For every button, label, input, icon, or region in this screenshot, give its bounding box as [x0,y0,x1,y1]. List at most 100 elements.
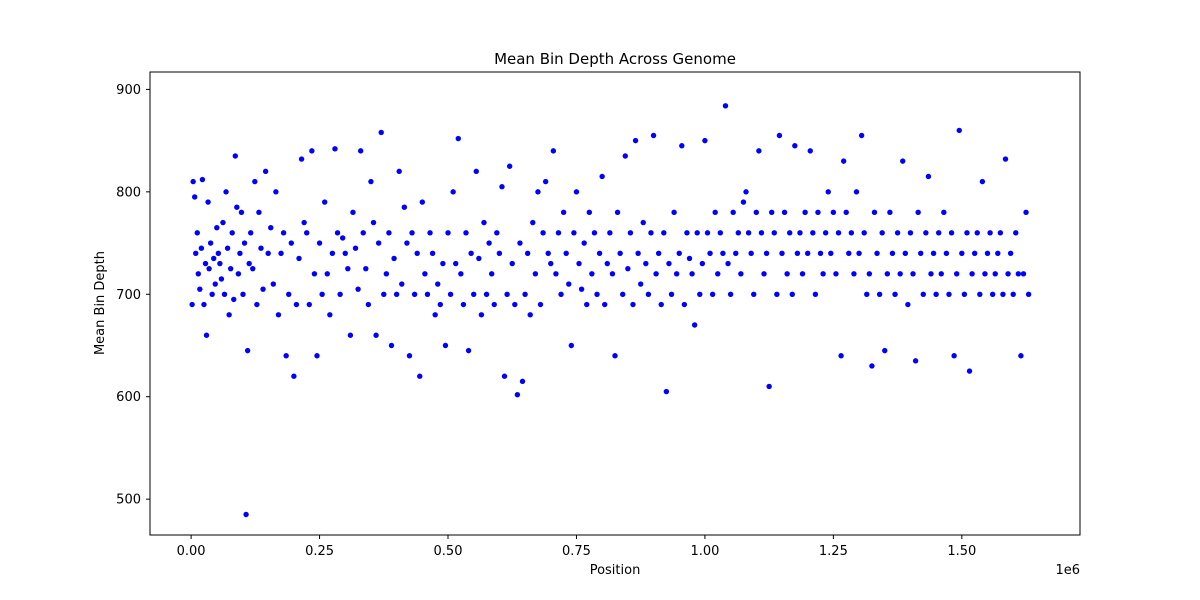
data-point [676,250,682,257]
data-point [779,250,785,257]
data-point [383,271,390,277]
data-point [286,291,292,297]
data-point [250,265,256,272]
data-point [314,353,320,359]
data-point [992,271,998,277]
data-point [427,230,433,236]
data-point [889,250,896,257]
data-point [936,230,942,236]
data-point [465,347,472,354]
data-point [334,230,341,236]
data-point [655,250,662,257]
data-point [190,178,196,185]
y-axis-title: Mean Bin Depth [93,251,108,355]
data-point [378,129,384,136]
data-point [884,271,891,277]
data-point [237,250,243,257]
data-point [419,199,426,205]
data-point [499,184,505,190]
data-point [812,291,819,297]
y-tick-label: 500 [116,493,141,508]
data-point [1013,230,1019,236]
data-point [666,260,672,267]
data-point [476,255,482,262]
data-point [327,312,333,318]
data-point [483,291,490,297]
data-point [925,173,932,180]
data-point [316,240,323,246]
data-point [730,209,736,216]
data-point [776,132,783,139]
data-point [966,368,973,374]
data-point [207,240,214,246]
data-point [238,209,245,216]
data-point [273,189,279,195]
data-point [740,199,747,205]
data-point [717,230,724,236]
data-point [293,301,300,308]
data-point [602,301,608,308]
data-point [897,271,903,277]
data-point [221,291,228,297]
data-point [218,276,225,282]
data-point [982,271,988,277]
data-point [189,301,195,308]
y-tick-label: 900 [116,83,141,98]
data-point [202,260,209,267]
data-point [892,291,898,297]
data-point [815,209,821,216]
data-point [1010,291,1016,297]
data-point [414,250,420,257]
data-point [211,255,217,262]
data-point [368,178,374,185]
data-point [396,168,402,175]
data-point [956,127,962,134]
data-point [262,168,269,175]
data-point [871,209,878,216]
data-point [365,301,372,308]
data-point [912,358,919,364]
data-point [1023,209,1029,216]
data-point [212,281,218,287]
data-point [594,291,600,297]
data-point [697,291,703,297]
data-point [243,511,249,518]
data-point [905,301,911,308]
data-point [792,143,798,149]
data-point [491,301,497,308]
data-point [329,250,336,257]
data-point [298,156,305,162]
data-point [830,209,837,216]
data-point [974,230,980,236]
data-point [197,286,203,292]
data-point [648,230,654,236]
data-point [838,353,844,359]
data-point [902,250,908,257]
data-point [959,250,965,257]
data-point [640,219,646,226]
data-point [1002,156,1009,162]
data-point [1005,271,1011,277]
data-point [743,189,749,195]
data-point [322,199,328,205]
data-point [581,240,587,246]
data-point [699,260,706,267]
data-point [1007,250,1014,257]
data-point [923,230,929,236]
data-point [576,260,582,267]
data-point [843,209,849,216]
data-point [522,291,528,297]
data-point [232,153,238,159]
data-point [797,230,803,236]
data-point [989,291,996,297]
data-point [632,137,639,144]
x-axis-ticks: 0.00 0.25 0.50 0.75 1.00 1.25 1.50 [177,535,976,559]
data-point [291,373,297,379]
data-point [357,148,364,154]
y-axis-ticks: 500 600 700 800 900 [116,83,150,508]
data-point [869,363,875,369]
data-point [589,271,595,277]
data-point [370,219,377,226]
data-point [437,301,443,308]
data-point [224,245,231,251]
